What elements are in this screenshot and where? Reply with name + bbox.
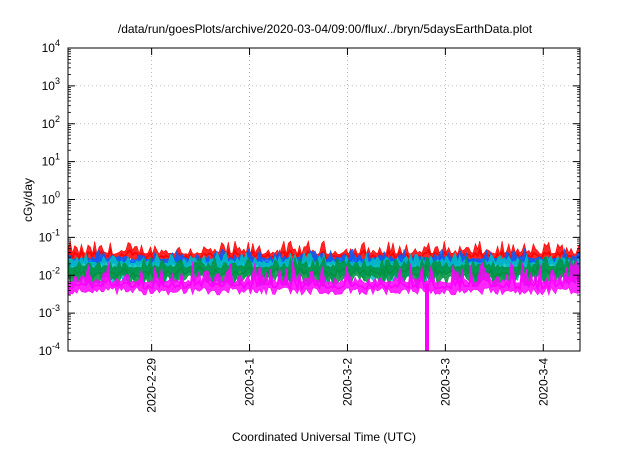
x-tick-label: 2020-3-2 [340, 358, 354, 406]
chart-title: /data/run/goesPlots/archive/2020-03-04/0… [118, 22, 533, 36]
grid [68, 48, 580, 351]
y-tick-label: 101 [42, 152, 60, 169]
y-tick-label: 100 [42, 190, 60, 207]
x-tick-label: 2020-3-4 [536, 358, 550, 406]
y-tick-label: 10-1 [39, 227, 60, 244]
series-dropout [425, 283, 430, 351]
series-layer [67, 239, 581, 351]
x-tick-label: 2020-2-29 [145, 358, 159, 413]
x-tick-label: 2020-3-1 [243, 358, 257, 406]
y-tick-label: 10-4 [39, 341, 60, 358]
y-tick-label: 102 [42, 114, 60, 131]
y-tick-label: 103 [42, 76, 60, 93]
y-tick-label: 104 [42, 38, 60, 55]
y-tick-label: 10-2 [39, 265, 60, 282]
x-tick-labels: 2020-2-29 2020-3-1 2020-3-2 2020-3-3 2020-3-… [145, 358, 551, 413]
y-tick-labels: 10-4 10-3 10-2 10-1 100 101 102 103 104 [39, 38, 60, 358]
x-axis-label: Coordinated Universal Time (UTC) [232, 430, 416, 444]
y-axis-label: cGy/day [21, 178, 35, 222]
ticks [68, 47, 580, 352]
y-tick-label: 10-3 [39, 303, 60, 320]
x-tick-label: 2020-3-3 [438, 358, 452, 406]
series-line [67, 272, 581, 292]
